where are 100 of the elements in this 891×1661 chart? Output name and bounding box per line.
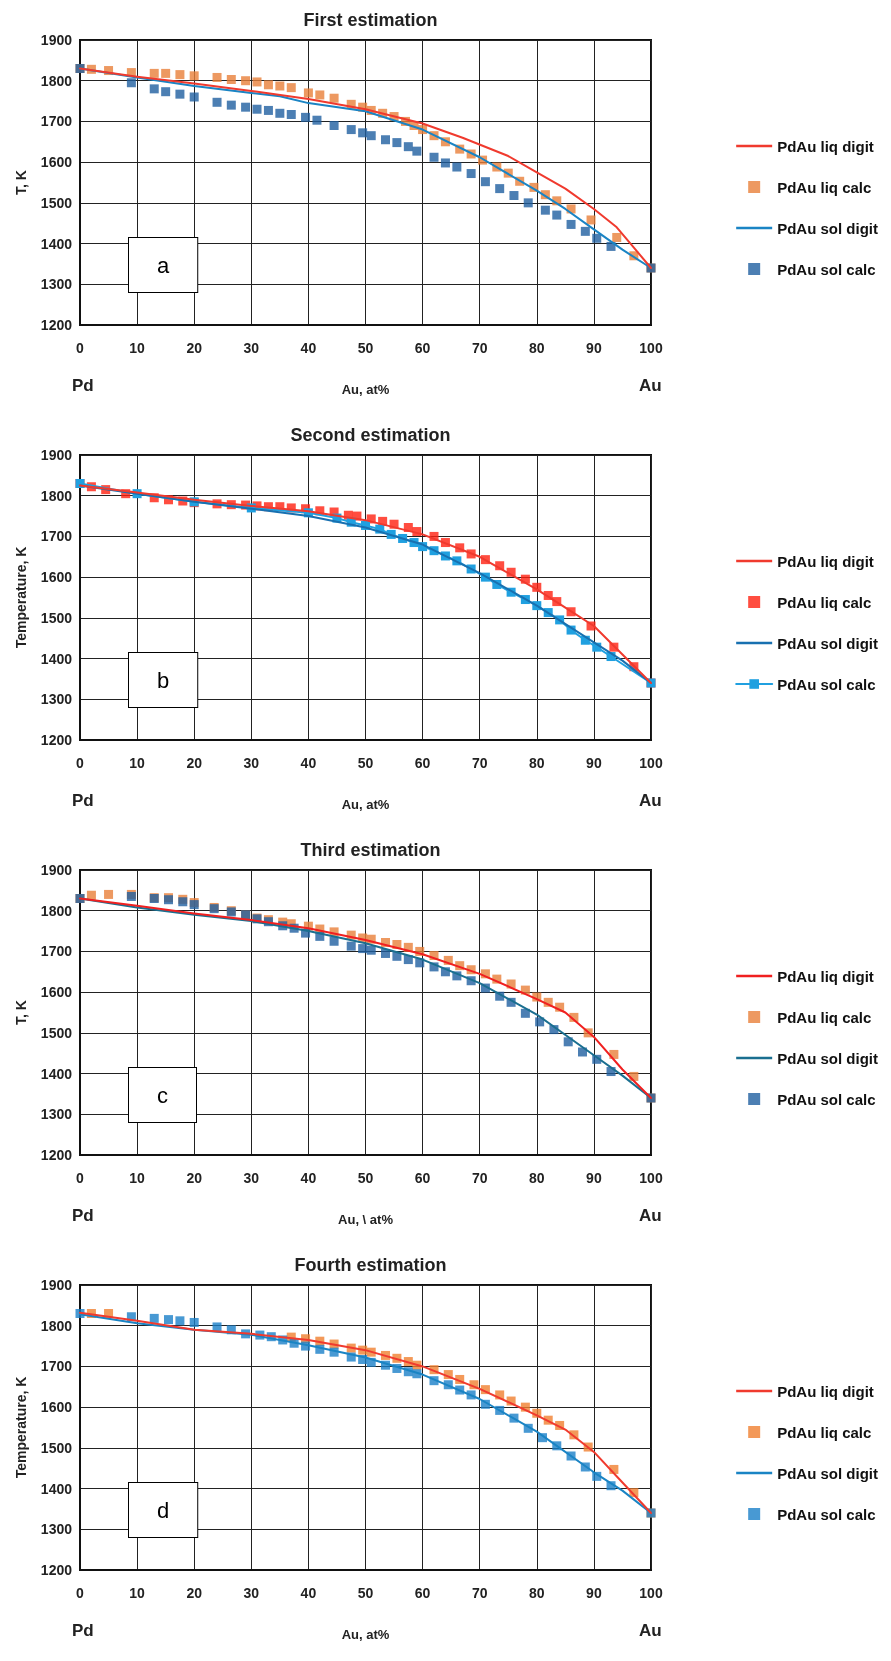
y-tick-label: 1900 <box>40 862 73 878</box>
x-tick-label: 40 <box>300 1585 317 1601</box>
y-axis-title: Temperature, K <box>13 1376 29 1479</box>
x-tick-label: 50 <box>357 340 374 356</box>
legend-label: PdAu sol calc <box>777 675 876 693</box>
legend-label: PdAu liq calc <box>777 1423 872 1441</box>
x-tick-label: 50 <box>357 1585 374 1601</box>
x-tick-label: 100 <box>639 1585 663 1601</box>
x-tick-label: 10 <box>129 340 146 356</box>
x-tick-label: 100 <box>639 340 663 356</box>
legend-label: PdAu liq digit <box>777 967 874 985</box>
y-tick-label: 1400 <box>40 1480 73 1497</box>
chart-title: Fourth estimation <box>294 1255 447 1275</box>
x-tick-label: 0 <box>76 340 85 356</box>
x-tick-label: 10 <box>129 755 146 771</box>
y-tick-label: 1800 <box>40 902 73 919</box>
text: Pd <box>72 376 94 395</box>
y-tick-label: 1200 <box>40 732 73 748</box>
x-tick-label: 80 <box>529 1170 545 1186</box>
annotation: d <box>157 1497 170 1523</box>
chart-title: First estimation <box>303 10 438 30</box>
x-tick-label: 30 <box>243 1170 260 1186</box>
y-tick-label: 1600 <box>40 984 73 1001</box>
x-tick-label: 50 <box>357 755 374 771</box>
x-tick-label: 60 <box>414 1585 431 1601</box>
x-tick-label: 90 <box>586 755 602 771</box>
legend-label: PdAu sol digit <box>777 219 878 237</box>
x-tick-label: 60 <box>414 340 431 356</box>
legend-label: PdAu liq calc <box>777 1008 872 1026</box>
y-tick-label: 1400 <box>40 650 73 667</box>
annotation: b <box>157 667 170 693</box>
y-tick-label: 1900 <box>40 447 73 463</box>
x-tick-label: 30 <box>243 755 260 771</box>
x-axis-title: Au, at% <box>341 382 390 397</box>
legend-label: PdAu sol digit <box>777 634 878 652</box>
y-tick-label: 1600 <box>40 154 73 171</box>
x-tick-label: 40 <box>300 1170 317 1186</box>
x-tick-label: 30 <box>243 1585 260 1601</box>
text: Pd <box>72 791 94 810</box>
y-tick-label: 1200 <box>40 1147 73 1163</box>
x-tick-label: 80 <box>529 340 545 356</box>
y-tick-label: 1300 <box>40 1106 73 1123</box>
x-tick-label: 10 <box>129 1585 146 1601</box>
x-tick-label: 30 <box>243 340 260 356</box>
x-tick-label: 80 <box>529 1585 545 1601</box>
y-tick-label: 1800 <box>40 72 73 89</box>
x-tick-label: 40 <box>300 755 317 771</box>
chart-title: Third estimation <box>300 840 441 860</box>
text: Au <box>639 791 662 810</box>
legend-label: PdAu sol calc <box>777 1505 876 1523</box>
text: Au <box>639 376 662 395</box>
y-tick-label: 1200 <box>40 317 73 333</box>
x-tick-label: 70 <box>471 340 488 356</box>
x-tick-label: 70 <box>471 755 488 771</box>
legend-label: PdAu sol digit <box>777 1049 878 1067</box>
y-tick-label: 1900 <box>40 32 73 48</box>
x-tick-label: 0 <box>76 755 85 771</box>
chart-title: Second estimation <box>290 425 451 445</box>
y-tick-label: 1700 <box>40 113 73 130</box>
x-tick-label: 0 <box>76 1170 85 1186</box>
x-tick-label: 40 <box>300 340 317 356</box>
x-axis-title: Au, at% <box>341 1627 390 1642</box>
x-axis-title: Au, \ at% <box>338 1212 394 1227</box>
x-tick-label: 10 <box>129 1170 146 1186</box>
legend-label: PdAu sol calc <box>777 260 876 278</box>
x-tick-label: 90 <box>586 340 602 356</box>
x-axis-title: Au, at% <box>341 797 390 812</box>
text: Pd <box>72 1206 94 1225</box>
y-tick-label: 1900 <box>40 1277 73 1293</box>
text: Au <box>639 1621 662 1640</box>
x-tick-label: 0 <box>76 1585 85 1601</box>
legend-label: PdAu liq calc <box>777 593 872 611</box>
y-tick-label: 1600 <box>40 1399 73 1416</box>
y-tick-label: 1800 <box>40 1317 73 1334</box>
y-tick-label: 1500 <box>40 1024 73 1041</box>
x-tick-label: 20 <box>186 1585 203 1601</box>
legend-label: PdAu liq digit <box>777 1382 874 1400</box>
x-tick-label: 70 <box>471 1170 488 1186</box>
x-tick-label: 60 <box>414 1170 431 1186</box>
y-axis-title: Temperature, K <box>13 546 29 649</box>
x-tick-label: 70 <box>471 1585 488 1601</box>
x-tick-label: 90 <box>586 1585 602 1601</box>
y-tick-label: 1300 <box>40 276 73 293</box>
y-tick-label: 1300 <box>40 1521 73 1538</box>
y-tick-label: 1500 <box>40 194 73 211</box>
annotation: c <box>157 1082 168 1108</box>
y-tick-label: 1300 <box>40 691 73 708</box>
legend-label: PdAu liq calc <box>777 178 872 196</box>
y-tick-label: 1700 <box>40 1358 73 1375</box>
x-tick-label: 20 <box>186 1170 203 1186</box>
legend-label: PdAu liq digit <box>777 552 874 570</box>
y-tick-label: 1200 <box>40 1562 73 1578</box>
legend-label: PdAu sol calc <box>777 1090 876 1108</box>
legend-label: PdAu sol digit <box>777 1464 878 1482</box>
y-tick-label: 1500 <box>40 1439 73 1456</box>
legend-label: PdAu liq digit <box>777 137 874 155</box>
x-tick-label: 60 <box>414 755 431 771</box>
text: Pd <box>72 1621 94 1640</box>
x-tick-label: 90 <box>586 1170 602 1186</box>
x-tick-label: 20 <box>186 340 203 356</box>
